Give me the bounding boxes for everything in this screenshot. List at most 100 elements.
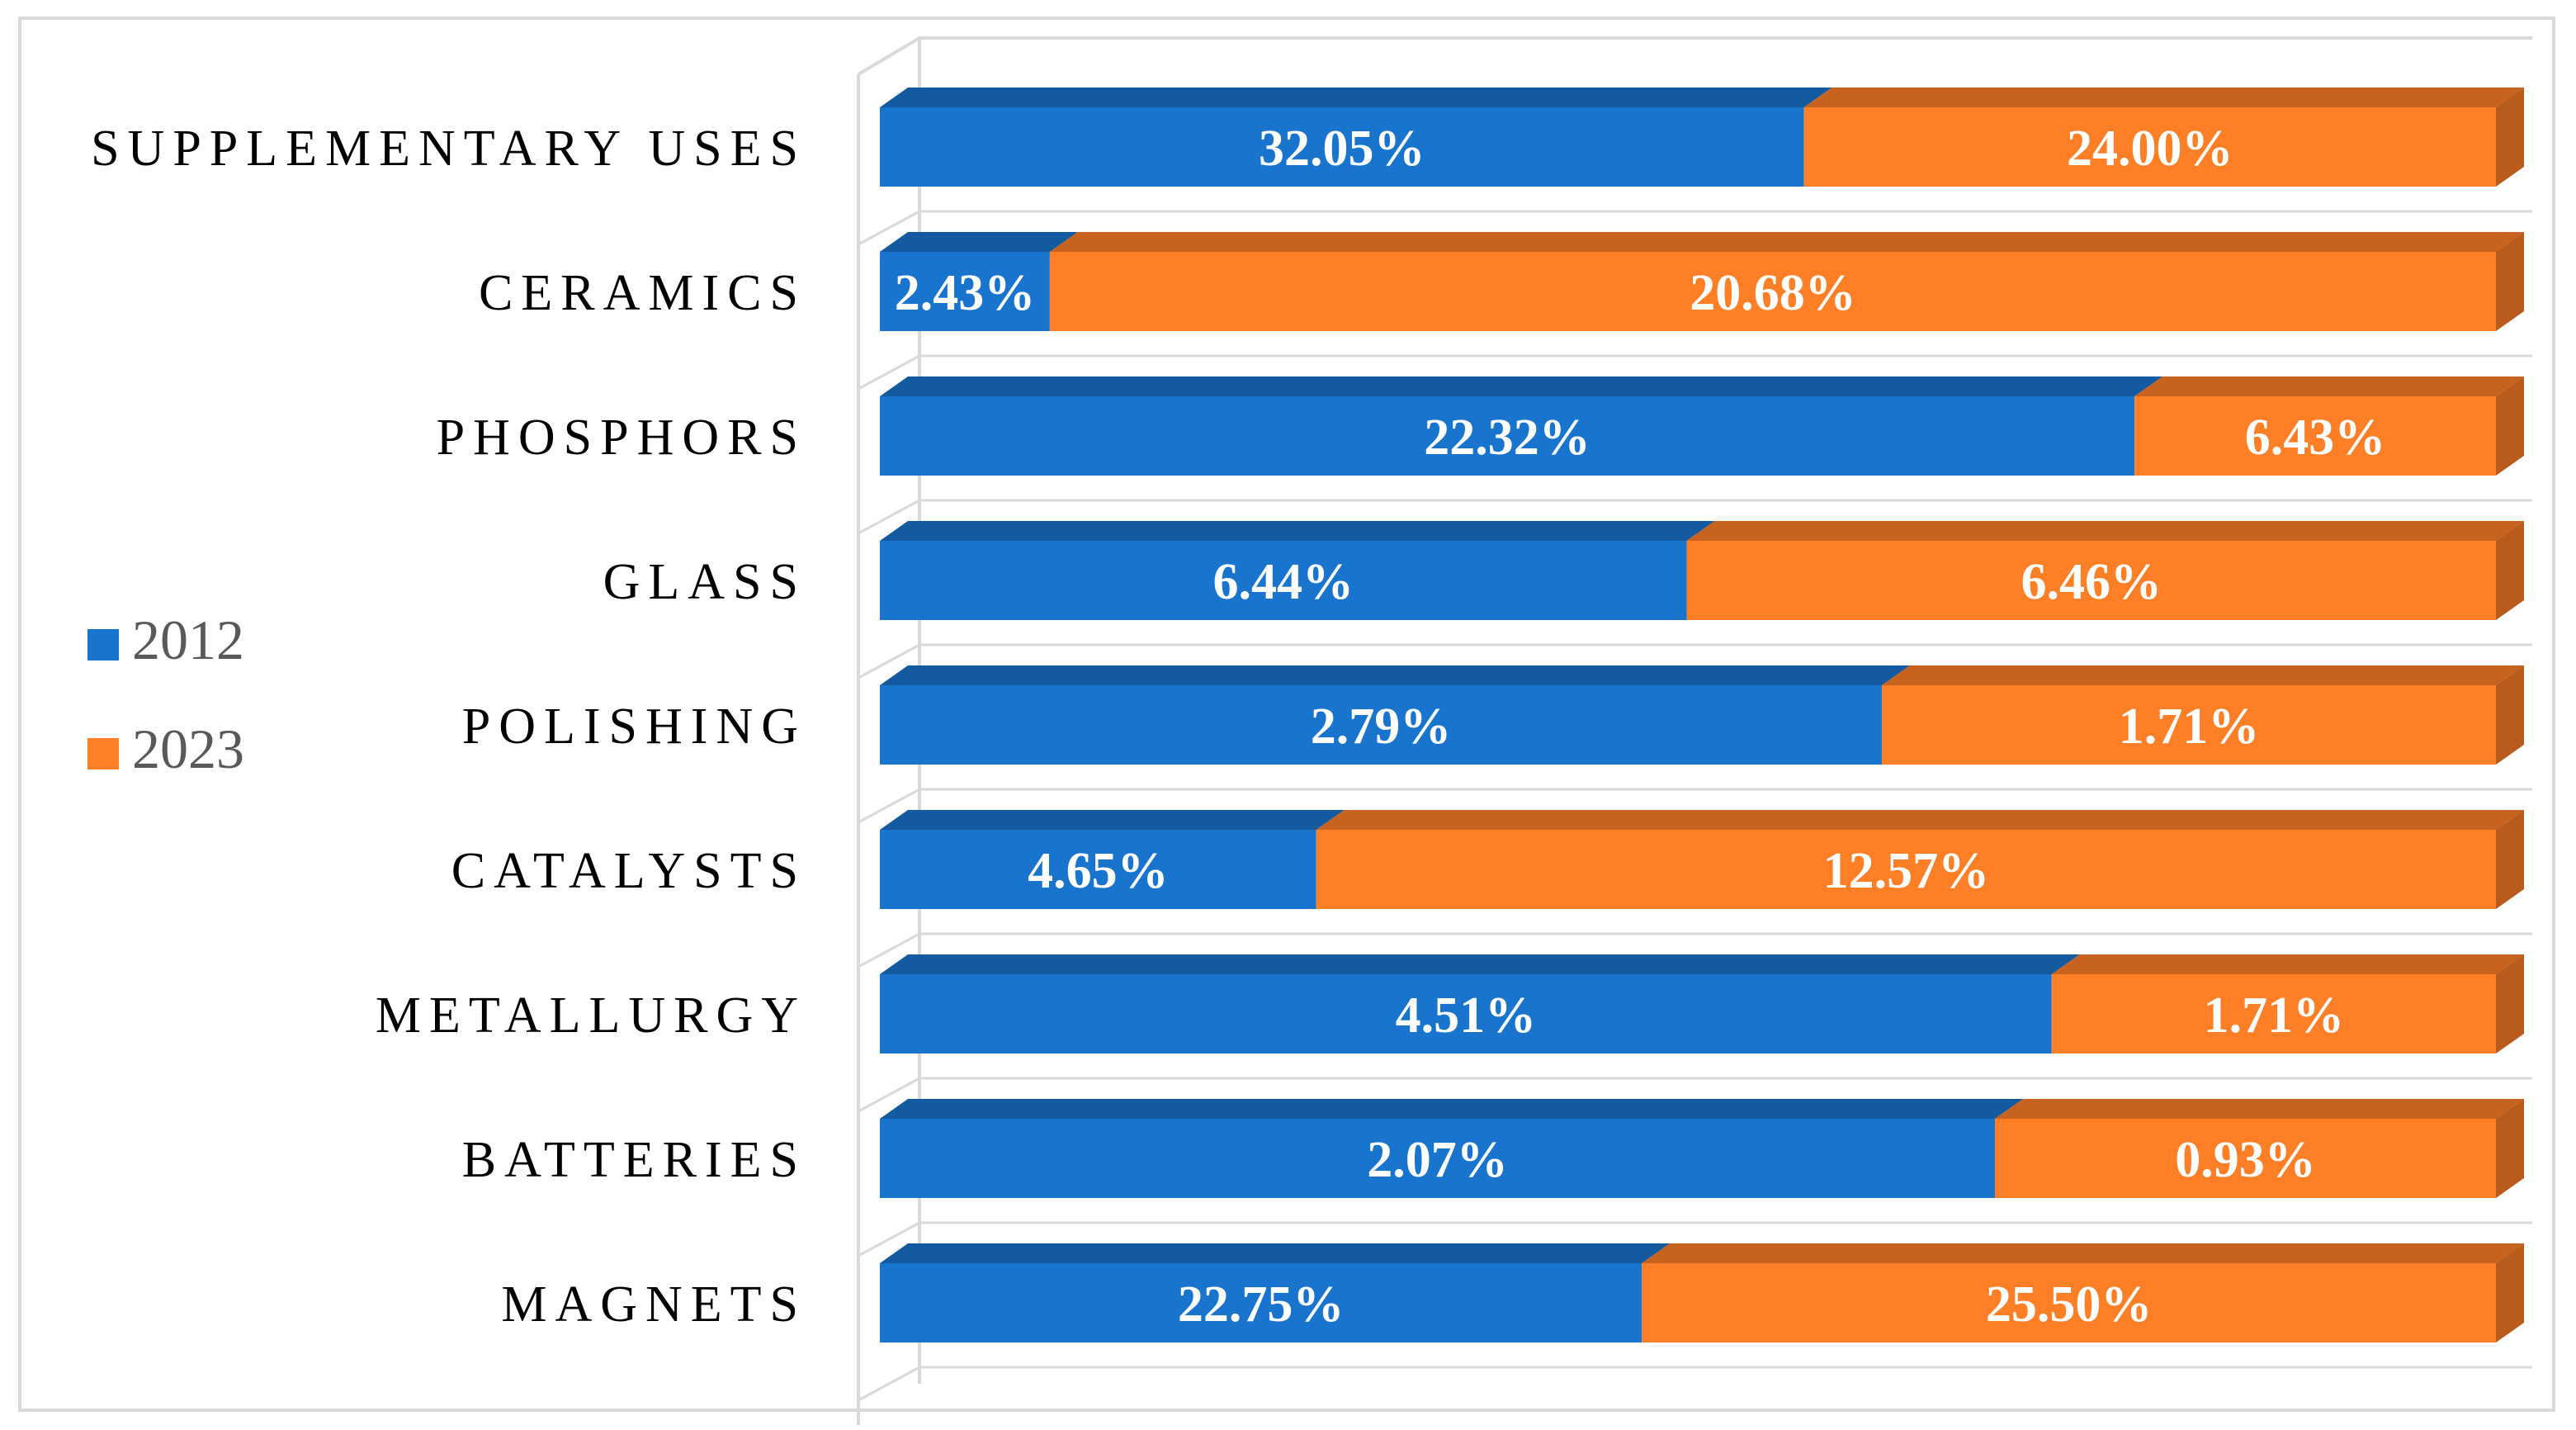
bar-2023-side-face — [2496, 1099, 2524, 1198]
data-label: 1.71% — [2119, 698, 2260, 755]
bar-row: 4.51% 1.71% — [880, 954, 2524, 1054]
axis-layer — [857, 36, 2532, 1425]
data-label: 20.68% — [1690, 265, 1856, 321]
row-floor-line — [858, 354, 2532, 391]
bar-row: 4.65% 12.57% — [880, 810, 2524, 909]
bar-2023-top-face — [1686, 521, 2524, 541]
category-label: GLASS — [603, 554, 806, 610]
bar-2023 — [1316, 830, 2496, 909]
bar-row: 2.07% 0.93% — [880, 1099, 2524, 1198]
back-wall-top — [857, 36, 2532, 76]
row-floor-line — [858, 1221, 2532, 1257]
bar-2023-top-face — [1881, 665, 2524, 685]
bar-2023-side-face — [2496, 665, 2524, 765]
bar-2023 — [1686, 541, 2496, 620]
bar-2023-side-face — [2496, 376, 2524, 476]
bar-row: 2.43% 20.68% — [880, 232, 2524, 331]
legend-swatch — [87, 738, 119, 769]
category-label: POLISHING — [462, 698, 806, 755]
data-label: 32.05% — [1259, 121, 1425, 177]
data-label: 2.07% — [1367, 1132, 1508, 1188]
row-floor-line — [858, 210, 2532, 246]
row-floor-line — [858, 499, 2532, 535]
bar-2023-side-face — [2496, 954, 2524, 1054]
category-label: MAGNETS — [501, 1276, 806, 1333]
row-floor-line — [858, 1077, 2532, 1113]
bar-2023-top-face — [1316, 810, 2524, 830]
bar-2012-top-face — [880, 376, 2163, 396]
legend-label: 2023 — [132, 717, 244, 780]
bar-2012 — [880, 974, 2052, 1054]
category-labels: SUPPLEMENTARY USES CERAMICS PHOSPHORS GLASS… — [91, 121, 806, 1333]
bar-2012-top-face — [880, 954, 2080, 974]
data-label: 0.93% — [2175, 1132, 2316, 1188]
category-label: SUPPLEMENTARY USES — [91, 121, 806, 177]
bar-2023-top-face — [2134, 376, 2524, 396]
bars-layer: 32.05% 24.00%2.43% 20.68%22.32% 6.43%6.44% 6… — [880, 88, 2524, 1342]
category-label: BATTERIES — [462, 1132, 806, 1188]
category-label: METALLURGY — [376, 987, 806, 1044]
bar-2012-top-face — [880, 1099, 2024, 1119]
bar-2023 — [1642, 1263, 2496, 1342]
category-label: CERAMICS — [479, 265, 806, 321]
bar-2023 — [2134, 396, 2496, 476]
data-label: 22.32% — [1424, 410, 1591, 466]
data-label: 2.79% — [1311, 698, 1452, 755]
bar-2023 — [1881, 685, 2496, 765]
bar-2023 — [1803, 107, 2496, 187]
bar-2023-side-face — [2496, 521, 2524, 620]
legend: 2012 2023 — [87, 608, 244, 780]
bar-2023 — [1049, 252, 2496, 331]
category-label: CATALYSTS — [451, 843, 806, 899]
bar-2012-top-face — [880, 1243, 1671, 1263]
bar-row: 22.32% 6.43% — [880, 376, 2524, 476]
data-label: 1.71% — [2204, 987, 2345, 1044]
row-floor-line — [858, 1366, 2532, 1402]
bar-2012-top-face — [880, 665, 1910, 685]
bar-2012-top-face — [880, 88, 1832, 107]
row-floor-line — [858, 932, 2532, 968]
data-label: 12.57% — [1823, 843, 1990, 899]
bar-2023-side-face — [2496, 810, 2524, 909]
bar-2012-top-face — [880, 810, 1345, 830]
bar-2012 — [880, 252, 1050, 331]
bar-row: 2.79% 1.71% — [880, 665, 2524, 765]
bar-2012-top-face — [880, 232, 1078, 252]
data-label: 6.43% — [2245, 410, 2386, 466]
data-label: 2.43% — [895, 265, 1036, 321]
data-label: 6.46% — [2021, 554, 2162, 610]
bar-2023 — [2051, 974, 2496, 1054]
row-floor-line — [858, 643, 2532, 679]
bar-2023-top-face — [1642, 1243, 2524, 1263]
data-label: 24.00% — [2067, 121, 2233, 177]
bar-2012 — [880, 396, 2135, 476]
bar-2023-top-face — [1049, 232, 2524, 252]
bar-2023-side-face — [2496, 88, 2524, 187]
bar-2012 — [880, 1263, 1642, 1342]
bar-row: 22.75% 25.50% — [880, 1243, 2524, 1342]
bar-2012 — [880, 685, 1882, 765]
bar-2023-top-face — [1995, 1099, 2524, 1119]
data-label: 4.51% — [1396, 987, 1537, 1044]
bar-row: 32.05% 24.00% — [880, 88, 2524, 187]
data-label: 22.75% — [1178, 1276, 1345, 1333]
bar-2023-top-face — [1803, 88, 2524, 107]
bar-2012 — [880, 541, 1687, 620]
bar-row: 6.44% 6.46% — [880, 521, 2524, 620]
data-label: 4.65% — [1028, 843, 1169, 899]
legend-label: 2012 — [132, 608, 244, 671]
bar-2023 — [1995, 1119, 2496, 1198]
bar-2012 — [880, 107, 1804, 187]
row-floor-line — [858, 788, 2532, 824]
category-label: PHOSPHORS — [437, 410, 806, 466]
bar-2012 — [880, 1119, 1996, 1198]
legend-swatch — [87, 629, 119, 661]
bar-2023-side-face — [2496, 232, 2524, 331]
bar-2012 — [880, 830, 1316, 909]
data-label: 6.44% — [1212, 554, 1354, 610]
data-label: 25.50% — [1986, 1276, 2153, 1333]
bar-2023-side-face — [2496, 1243, 2524, 1342]
bar-2012-top-face — [880, 521, 1715, 541]
bar-2023-top-face — [2051, 954, 2524, 974]
